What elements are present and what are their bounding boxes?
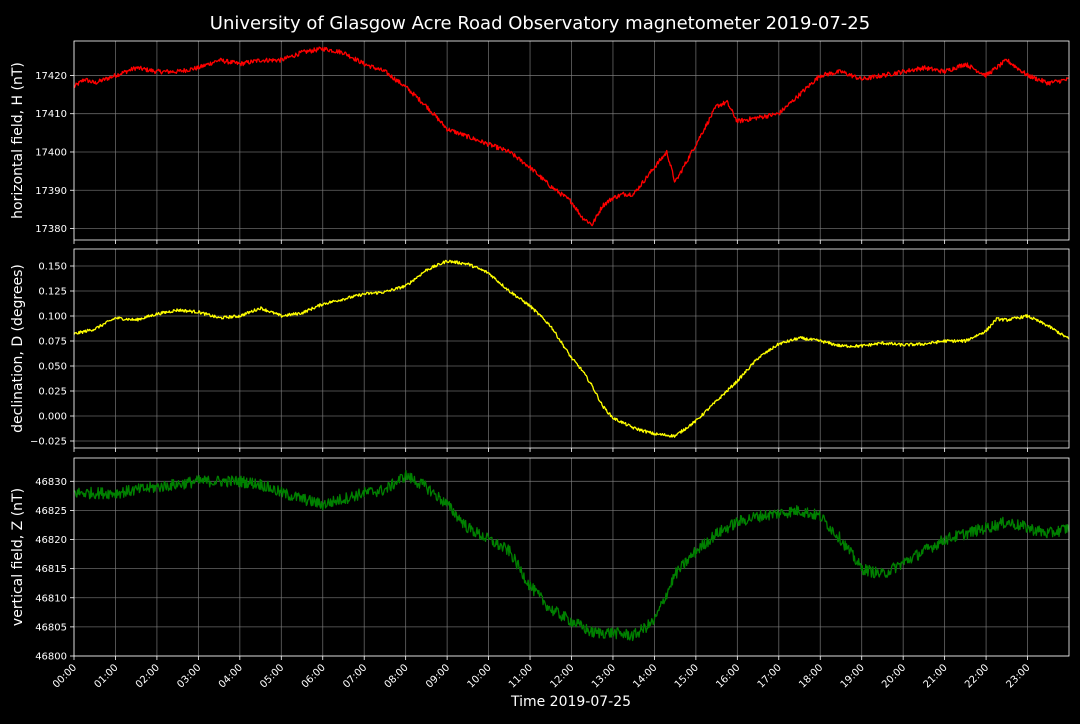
x-tick-label: 11:00 (507, 662, 535, 690)
panel-1-y-tick-label: 17390 (35, 186, 67, 197)
figure-title: University of Glasgow Acre Road Observat… (210, 13, 870, 34)
x-tick-label: 16:00 (714, 662, 742, 690)
panel-2-series-line (73, 259, 1070, 438)
panel-1-y-tick-label: 17410 (35, 109, 67, 120)
x-tick-label: 21:00 (922, 662, 950, 690)
x-tick-label: 09:00 (424, 662, 452, 690)
panel-2-y-tick-label: 0.075 (38, 337, 67, 348)
x-tick-label: 13:00 (590, 662, 618, 690)
x-tick-label: 18:00 (797, 662, 825, 690)
panel-3-y-tick-label: 46830 (35, 477, 67, 488)
panel-1: 17380 17390 17400 17410 17420 horizontal fiel… (10, 40, 1070, 244)
x-tick-label: 08:00 (383, 662, 411, 690)
panel-1-y-tick-label: 17400 (35, 147, 67, 158)
x-tick-label: 07:00 (341, 662, 369, 690)
panel-3-y-tick-label: 46825 (35, 506, 67, 517)
x-tick-label: 20:00 (880, 662, 908, 690)
panel-1-y-axis-label: horizontal field, H (nT) (10, 62, 26, 219)
panel-2-y-tick-label: 0.125 (38, 287, 67, 298)
x-tick-label: 05:00 (258, 662, 286, 690)
panel-3-y-tick-label: 46800 (35, 652, 67, 663)
x-tick-label: 02:00 (134, 662, 162, 690)
panel-2-y-tick-label: 0.150 (38, 262, 67, 273)
panel-1-y-tick-label: 17420 (35, 71, 67, 82)
x-tick-label: 19:00 (839, 662, 867, 690)
panel-2-y-tick-label: 0.100 (38, 312, 67, 323)
panel-1-series-line (73, 46, 1070, 227)
panel-2-y-tick-label: 0.000 (38, 412, 67, 423)
panel-3-y-tick-label: 46805 (35, 622, 67, 633)
x-tick-label: 03:00 (175, 662, 203, 690)
panel-2-y-axis-label: declination, D (degrees) (10, 264, 26, 433)
x-tick-label: 00:00 (51, 662, 79, 690)
x-tick-label: 14:00 (631, 662, 659, 690)
x-tick-label: 23:00 (1005, 662, 1033, 690)
panel-3-y-tick-label: 46810 (35, 593, 67, 604)
panel-2-y-tick-label: 0.050 (38, 362, 67, 373)
x-tick-label: 15:00 (673, 662, 701, 690)
panel-1-y-tick-label: 17380 (35, 224, 67, 235)
panel-3-series-line (73, 469, 1070, 642)
panel-3: 46800 46805 46810 46815 46820 46825 46830 verti… (10, 457, 1070, 663)
panels: 17380 17390 17400 17410 17420 horizontal fiel… (10, 40, 1070, 663)
x-tick-label: 17:00 (756, 662, 784, 690)
x-tick-label: 10:00 (466, 662, 494, 690)
panel-2-y-tick-label: −0.025 (30, 437, 67, 448)
x-axis: 00:00 01:00 02:00 03:00 04:00 05:00 06:00 07:00… (51, 662, 1033, 690)
x-axis-label: Time 2019-07-25 (510, 694, 631, 710)
panel-3-y-tick-label: 46815 (35, 564, 67, 575)
x-tick-label: 12:00 (548, 662, 576, 690)
panel-2-y-tick-label: 0.025 (38, 387, 67, 398)
x-tick-label: 22:00 (963, 662, 991, 690)
x-tick-label: 04:00 (217, 662, 245, 690)
panel-2: −0.025 0.000 0.025 0.050 0.075 0.100 0.125 0.15… (10, 248, 1070, 452)
x-tick-label: 06:00 (300, 662, 328, 690)
panel-3-y-tick-label: 46820 (35, 535, 67, 546)
x-tick-label: 01:00 (92, 662, 120, 690)
panel-3-y-axis-label: vertical field, Z (nT) (10, 488, 26, 626)
